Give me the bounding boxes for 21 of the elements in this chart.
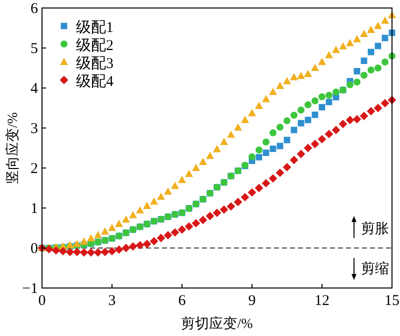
x-tick-label: 6 — [178, 293, 186, 309]
annotation: 剪缩 — [361, 261, 389, 277]
y-tick-label: 0 — [30, 241, 38, 257]
annotation: 剪胀 — [361, 221, 389, 237]
x-tick-label: 9 — [248, 293, 256, 309]
y-tick-label: 5 — [30, 41, 38, 57]
y-tick-label: 6 — [30, 1, 38, 17]
legend-label: 级配3 — [76, 55, 114, 72]
x-tick-label: 12 — [314, 293, 330, 309]
y-tick-label: 4 — [30, 81, 38, 97]
legend-label: 级配1 — [76, 19, 114, 36]
y-tick-label: 2 — [30, 161, 38, 177]
x-tick-label: 3 — [108, 293, 116, 309]
y-tick-label: 1 — [30, 201, 38, 217]
legend-label: 级配4 — [76, 73, 114, 90]
x-axis-title: 剪切应变/% — [181, 316, 254, 332]
y-tick-label: −1 — [22, 281, 38, 297]
y-tick-label: 3 — [30, 121, 38, 137]
y-axis-title: 竖向应变/% — [5, 112, 21, 184]
legend-label: 级配2 — [76, 37, 114, 54]
x-tick-label: 15 — [384, 293, 400, 309]
